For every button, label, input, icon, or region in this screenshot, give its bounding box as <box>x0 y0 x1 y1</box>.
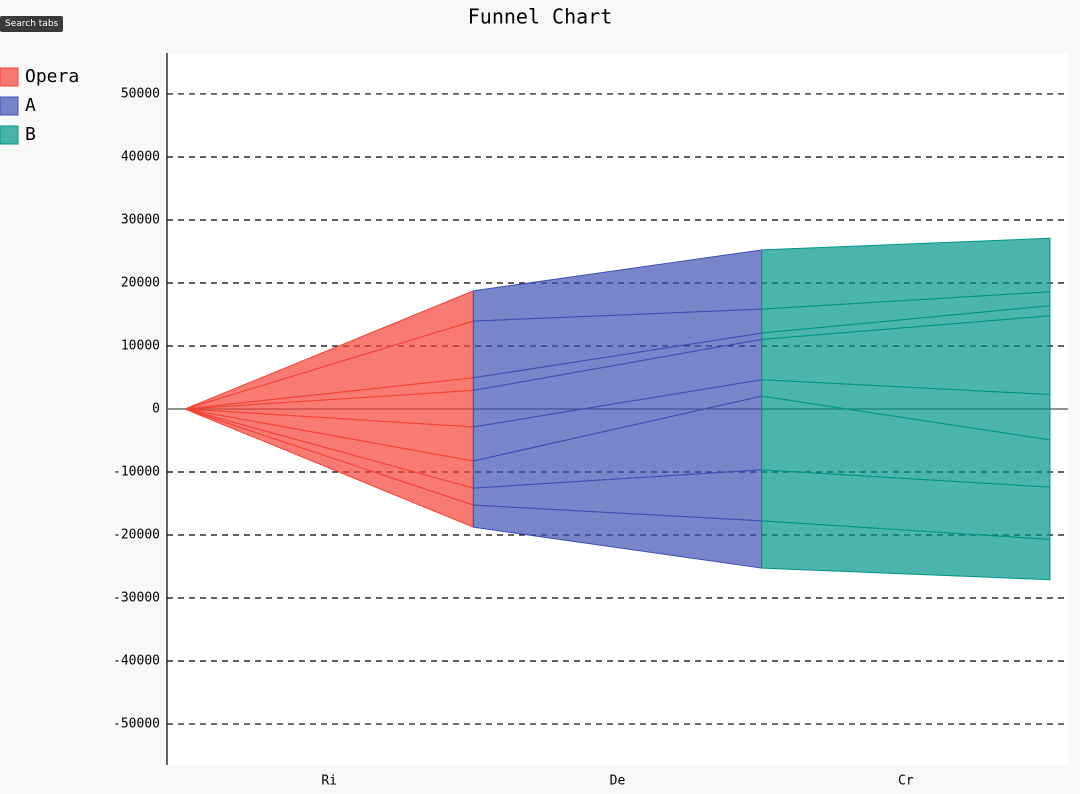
chart-title: Funnel Chart <box>468 5 613 29</box>
x-tick-label: Cr <box>898 774 914 789</box>
tooltip: Search tabs <box>0 16 64 32</box>
y-tick-label: 40000 <box>121 149 160 164</box>
y-tick-label: 10000 <box>121 338 160 353</box>
y-tick-label: 30000 <box>121 212 160 227</box>
legend-label: A <box>25 95 36 116</box>
y-tick-label: -40000 <box>113 654 160 669</box>
y-tick-label: 0 <box>152 402 160 417</box>
y-tick-label: -10000 <box>113 465 160 480</box>
x-tick-label: Ri <box>321 774 337 789</box>
legend-label: Opera <box>25 66 79 87</box>
y-tick-label: -20000 <box>113 528 160 543</box>
x-tick-label: De <box>610 774 626 789</box>
y-tick-label: -30000 <box>113 591 160 606</box>
y-tick-label: 20000 <box>121 275 160 290</box>
legend-swatch <box>0 67 19 87</box>
legend-label: B <box>25 124 36 145</box>
y-tick-label: 50000 <box>121 86 160 101</box>
legend-swatch <box>0 125 19 145</box>
funnel-slice <box>761 237 1051 310</box>
legend-swatch <box>0 96 19 116</box>
y-tick-label: -50000 <box>113 717 160 732</box>
